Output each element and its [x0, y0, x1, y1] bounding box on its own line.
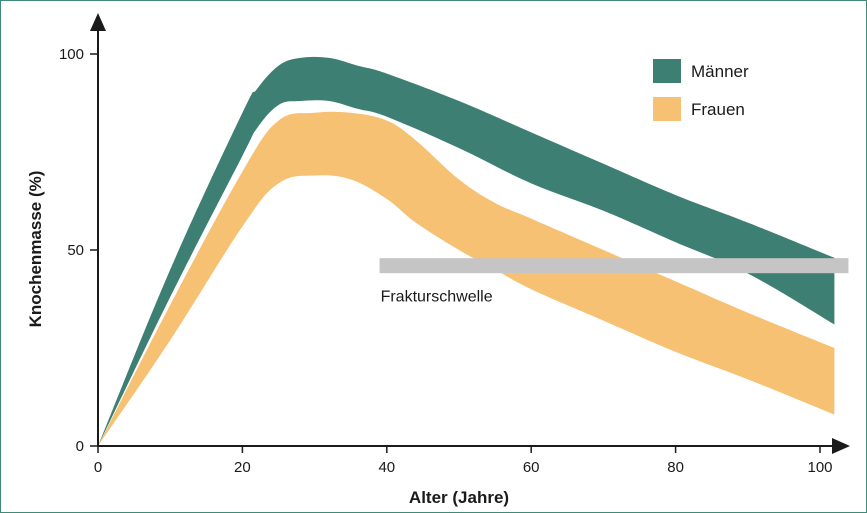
x-tick-label: 80 — [667, 459, 684, 476]
threshold-layer: Frakturschwelle — [379, 258, 849, 306]
bands-layer — [98, 56, 835, 446]
threshold-bar — [379, 258, 849, 274]
x-tick-label: 0 — [94, 459, 102, 476]
y-tick-label: 100 — [59, 46, 84, 63]
x-tick-label: 100 — [807, 459, 832, 476]
axes-layer — [90, 13, 850, 454]
legend-label: Frauen — [691, 100, 745, 119]
y-axis-title: Knochenmasse (%) — [26, 171, 45, 328]
x-tick-label: 20 — [234, 459, 251, 476]
series-band-maenner — [98, 56, 835, 446]
x-axis-title: Alter (Jahre) — [409, 488, 509, 507]
x-tick-label: 40 — [378, 459, 395, 476]
x-tick-label: 60 — [523, 459, 540, 476]
x-axis-arrow-icon — [832, 438, 850, 454]
y-tick-label: 50 — [67, 242, 84, 259]
legend: Männer Frauen — [653, 59, 749, 121]
y-axis-arrow-icon — [90, 13, 106, 31]
legend-swatch — [653, 59, 681, 83]
legend-label: Männer — [691, 62, 749, 81]
legend-swatch — [653, 97, 681, 121]
ticks-layer: 0 20 40 60 80 100 0 50 100 — [59, 46, 833, 476]
threshold-label: Frakturschwelle — [381, 289, 493, 306]
y-tick-label: 0 — [76, 438, 84, 455]
series-band-frauen — [98, 111, 835, 446]
